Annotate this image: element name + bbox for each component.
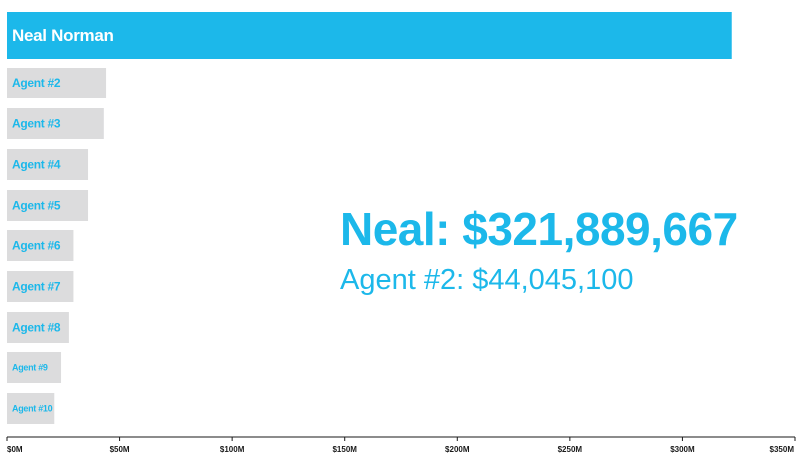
bar-label-9: Agent #9 — [12, 363, 48, 373]
x-tick-label-0: $0M — [7, 445, 23, 454]
bar-4 — [7, 149, 89, 180]
bars-group: Neal Norman Agent #2 Agent #3 Agent #4 Agent… — [7, 12, 732, 424]
bar-8 — [7, 312, 69, 343]
bar-label-2: Agent #2 — [12, 76, 61, 90]
x-tick-label-6: $300M — [670, 445, 695, 454]
callout-leader-total: Neal: $321,889,667 — [340, 203, 738, 255]
bar-1 — [7, 12, 732, 59]
bar-label-4: Agent #4 — [12, 158, 61, 172]
bar-6 — [7, 230, 74, 261]
bar-label-3: Agent #3 — [12, 117, 61, 131]
bar-10 — [7, 393, 55, 424]
bar-3 — [7, 108, 104, 139]
x-tick-label-1: $50M — [110, 445, 130, 454]
bar-5 — [7, 190, 89, 221]
bar-2 — [7, 68, 107, 98]
bar-7 — [7, 271, 74, 302]
bar-label-1: Neal Norman — [12, 26, 114, 45]
bar-label-5: Agent #5 — [12, 199, 61, 213]
bar-label-6: Agent #6 — [12, 239, 61, 253]
bar-label-10: Agent #10 — [12, 404, 53, 414]
x-tick-label-7: $350M — [770, 445, 795, 454]
x-axis: $0M $50M $100M $150M $200M $250M $300M $350M — [6, 436, 796, 454]
callout-runner-up-total: Agent #2: $44,045,100 — [340, 264, 634, 296]
x-tick-label-3: $150M — [332, 445, 357, 454]
x-tick-label-2: $100M — [220, 445, 245, 454]
bar-9 — [7, 352, 62, 383]
x-tick-label-4: $200M — [445, 445, 470, 454]
bar-label-7: Agent #7 — [12, 280, 61, 294]
bar-label-8: Agent #8 — [12, 321, 61, 335]
x-tick-label-5: $250M — [558, 445, 583, 454]
